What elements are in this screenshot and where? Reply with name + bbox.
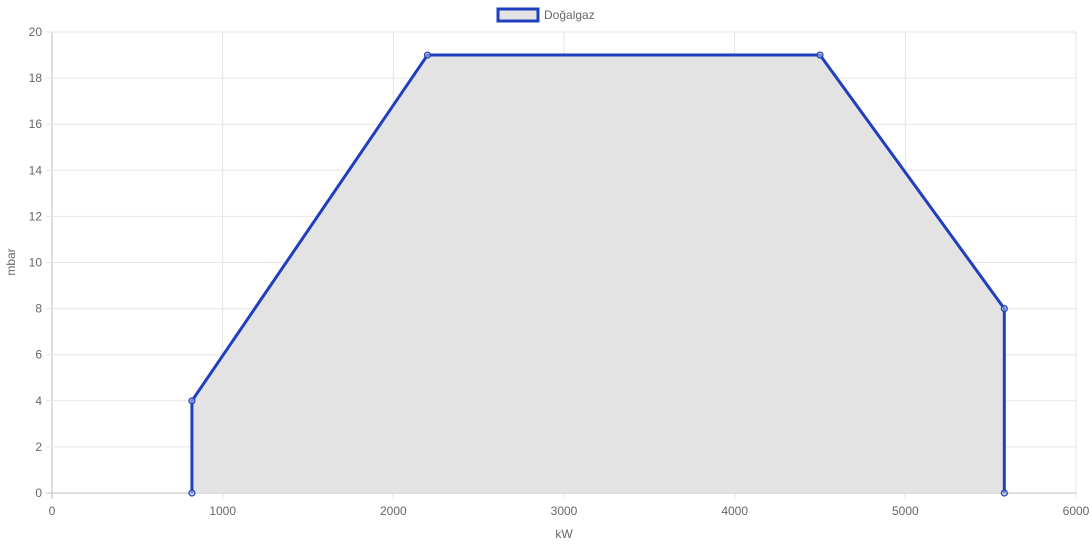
series-line xyxy=(190,53,1006,493)
data-point[interactable] xyxy=(188,397,196,405)
y-tick-label: 18 xyxy=(29,71,43,85)
x-tick-label: 4000 xyxy=(721,504,748,518)
y-tick-label: 6 xyxy=(35,348,42,362)
x-axis-ticks: 0 1000 2000 3000 4000 5000 6000 xyxy=(49,504,1090,518)
y-tick-label: 2 xyxy=(35,440,42,454)
y-tick-label: 12 xyxy=(29,209,43,223)
x-tick-label: 2000 xyxy=(380,504,407,518)
x-tick-label: 5000 xyxy=(892,504,919,518)
x-tick-label: 1000 xyxy=(209,504,236,518)
x-tick-label: 3000 xyxy=(551,504,578,518)
y-axis-title: mbar xyxy=(4,248,18,275)
y-tick-label: 16 xyxy=(29,117,43,131)
data-area xyxy=(191,55,1005,494)
y-tick-label: 14 xyxy=(29,163,43,177)
data-points xyxy=(188,51,1008,497)
data-point[interactable] xyxy=(1000,305,1008,313)
data-point[interactable] xyxy=(1000,489,1008,497)
y-tick-label: 0 xyxy=(35,486,42,500)
y-axis-ticks: 0 2 4 6 8 10 12 14 16 18 20 xyxy=(29,25,43,500)
data-point[interactable] xyxy=(816,51,824,59)
data-line xyxy=(190,53,1006,493)
legend[interactable]: Doğalgaz xyxy=(496,7,595,23)
x-tick-label: 6000 xyxy=(1063,504,1090,518)
y-tick-label: 8 xyxy=(35,302,42,316)
legend-label[interactable]: Doğalgaz xyxy=(544,8,595,22)
y-tick-label: 10 xyxy=(29,256,43,270)
data-point[interactable] xyxy=(188,489,196,497)
y-tick-label: 20 xyxy=(29,25,43,39)
y-tick-label: 4 xyxy=(35,394,42,408)
series-area-fill xyxy=(191,55,1005,494)
legend-swatch[interactable] xyxy=(496,7,540,23)
x-axis-title: kW xyxy=(555,527,573,541)
data-point[interactable] xyxy=(423,51,432,59)
x-tick-label: 0 xyxy=(49,504,56,518)
